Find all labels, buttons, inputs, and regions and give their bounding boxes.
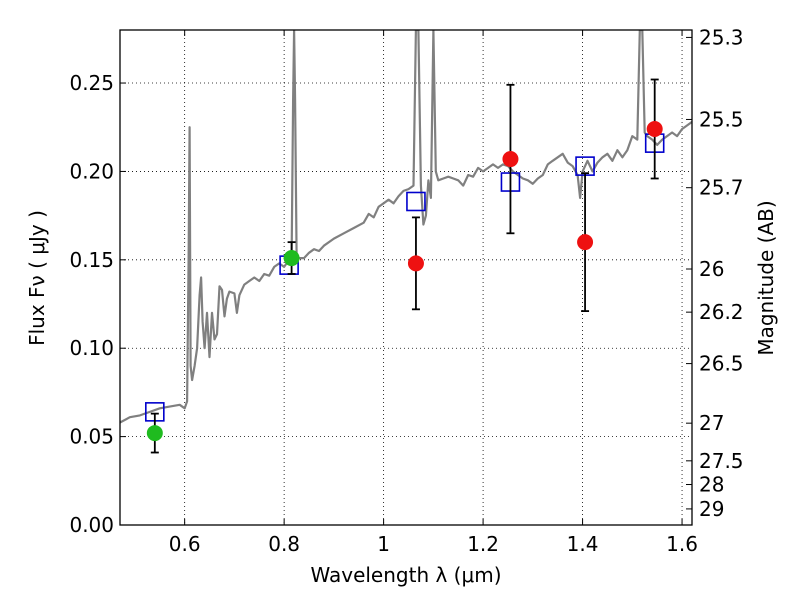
y-tick-label: 0.05 <box>69 425 114 449</box>
y2-tick-label: 25.7 <box>699 176 744 200</box>
y2-tick-label: 25.5 <box>699 107 744 131</box>
x-tick-label: 1.6 <box>666 532 698 556</box>
x-tick-labels: 0.6 0.8 1 1.2 1.4 1.6 <box>169 532 698 556</box>
y-axis-label: Flux Fν ( μJy ) <box>25 210 49 346</box>
y2-tick-label: 27.5 <box>699 449 744 473</box>
observed-point <box>502 151 519 168</box>
x-tick-label: 0.6 <box>169 532 201 556</box>
x-tick-label: 1 <box>377 532 390 556</box>
y-tick-label: 0.00 <box>69 513 114 537</box>
tick-layer <box>120 30 692 526</box>
x-tick-label: 1.4 <box>567 532 599 556</box>
x-tick-label: 1.2 <box>467 532 499 556</box>
y2-tick-label: 27 <box>699 411 724 435</box>
y2-tick-label: 25.3 <box>699 25 744 49</box>
observed-point <box>146 425 163 442</box>
observed-point <box>577 234 594 251</box>
plot-frame <box>119 29 693 526</box>
y2-axis-label: Magnitude (AB) <box>754 200 778 355</box>
y2-tick-label: 26 <box>699 257 724 281</box>
x-tick-label: 0.8 <box>268 532 300 556</box>
grid <box>120 30 692 525</box>
y-tick-labels: 0.00 0.05 0.10 0.15 0.20 0.25 <box>69 71 114 537</box>
y2-tick-label: 28 <box>699 473 724 497</box>
x-axis-label: Wavelength λ (μm) <box>310 563 501 587</box>
y-tick-label: 0.25 <box>69 71 114 95</box>
y-tick-label: 0.10 <box>69 336 114 360</box>
y-tick-label: 0.20 <box>69 159 114 183</box>
observed-point <box>646 121 663 137</box>
observed-point <box>407 255 424 272</box>
y-tick-label: 0.15 <box>69 248 114 272</box>
model-photometry-square <box>406 191 426 212</box>
marker-layer <box>145 78 665 454</box>
y2-tick-label: 26.5 <box>699 352 744 376</box>
y2-tick-label: 29 <box>699 497 724 521</box>
observed-point <box>283 250 300 267</box>
y2-tick-label: 26.2 <box>699 300 744 324</box>
